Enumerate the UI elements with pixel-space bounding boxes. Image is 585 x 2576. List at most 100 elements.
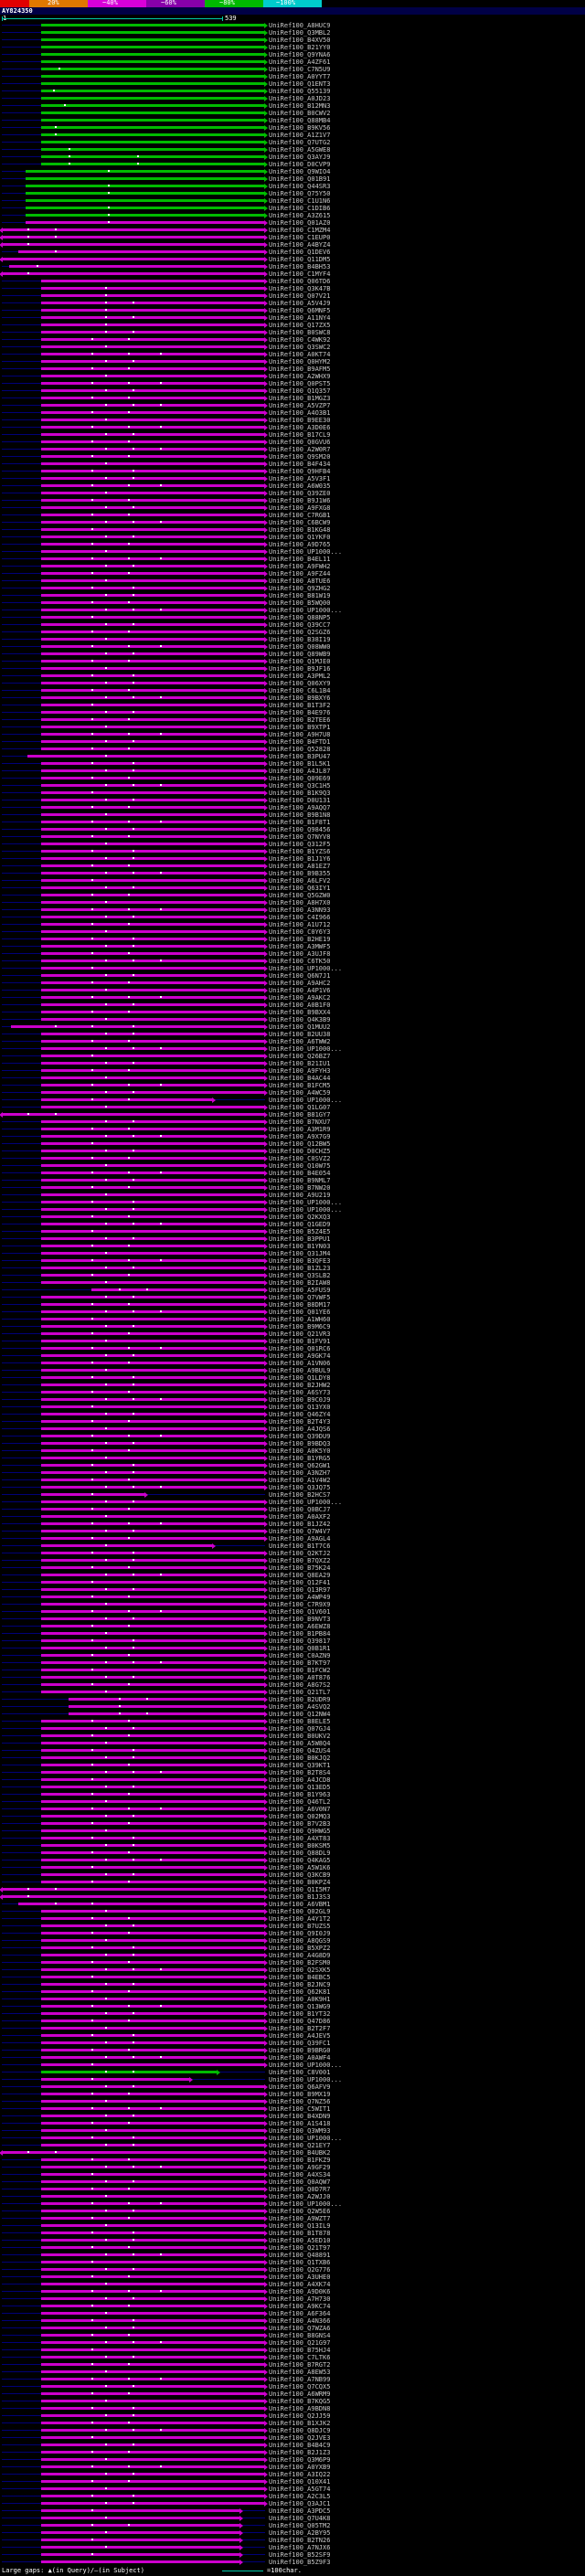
arrowhead-right-icon xyxy=(264,1367,268,1373)
gap-dot xyxy=(128,1274,130,1276)
arrowhead-right-icon xyxy=(264,380,268,387)
gap-dot xyxy=(128,484,130,486)
hit-row: UniRef100_UP1000... xyxy=(0,548,585,556)
hit-bar xyxy=(41,1376,264,1379)
gap-dot xyxy=(69,163,70,164)
hit-row: UniRef100_B1KG48 xyxy=(0,526,585,534)
hit-bar xyxy=(41,1990,264,1993)
arrowhead-right-icon xyxy=(264,2135,268,2141)
arrowhead-right-icon xyxy=(264,336,268,343)
gap-dot xyxy=(91,2363,93,2365)
gap-dot xyxy=(105,623,107,625)
gap-dot xyxy=(91,455,93,457)
hit-label: UniRef100_B7QXZ2 xyxy=(269,1557,331,1564)
gap-dot xyxy=(128,1654,130,1656)
arrowhead-right-icon xyxy=(264,1477,268,1483)
hit-label: UniRef100_B1PB84 xyxy=(269,1630,331,1638)
gap-dot xyxy=(55,126,57,128)
hit-label: UniRef100_C6BCW9 xyxy=(269,519,331,526)
gap-dot xyxy=(91,382,93,384)
hit-bar xyxy=(26,192,264,195)
hit-row: UniRef100_B12MN3 xyxy=(0,102,585,110)
gap-dot xyxy=(146,1698,148,1700)
hit-bar xyxy=(41,155,264,158)
hit-row: UniRef100_A8G7S2 xyxy=(0,1681,585,1689)
gap-dot xyxy=(105,755,107,757)
hit-bar xyxy=(41,1274,264,1277)
gap-dot xyxy=(133,652,134,654)
arrowhead-right-icon xyxy=(264,899,268,906)
hit-bar xyxy=(41,1793,264,1796)
hit-bar xyxy=(41,1340,264,1342)
arrowhead-right-icon xyxy=(264,746,268,752)
gap-dot xyxy=(128,1793,130,1795)
arrowhead-right-icon xyxy=(239,2522,243,2528)
hit-label: UniRef100_Q12NW4 xyxy=(269,1711,331,1718)
hit-bar xyxy=(41,2261,264,2263)
hit-bar xyxy=(41,1310,264,1313)
arrowhead-right-icon xyxy=(264,1228,268,1235)
hit-label: UniRef100_Q06TD6 xyxy=(269,278,331,285)
gap-dot xyxy=(160,1398,162,1400)
arrowhead-right-icon xyxy=(264,73,268,80)
hit-label: UniRef100_B2FSM0 xyxy=(269,1959,331,1966)
hit-bar xyxy=(41,2144,264,2147)
hit-label: UniRef100_B5Z9F3 xyxy=(269,2559,331,2566)
arrowhead-right-icon xyxy=(264,680,268,686)
gap-dot xyxy=(105,1150,107,1151)
arrowhead-right-icon xyxy=(264,2390,268,2397)
gap-dot xyxy=(160,1435,162,1436)
gap-dot xyxy=(128,2422,130,2423)
hit-bar xyxy=(41,2400,264,2402)
hit-label: UniRef100_B1JZ42 xyxy=(269,1521,331,1528)
gap-dot xyxy=(55,133,57,135)
hit-bar xyxy=(41,938,264,940)
hit-label: UniRef100_Q7NYV8 xyxy=(269,833,331,841)
hit-row: UniRef100_A4JEV5 xyxy=(0,2032,585,2040)
hit-label: UniRef100_B4B4C9 xyxy=(269,2442,331,2449)
arrowhead-right-icon xyxy=(264,1506,268,1512)
gap-dot xyxy=(128,1449,130,1451)
hit-row: UniRef100_A6EWZ8 xyxy=(0,1623,585,1630)
gap-dot xyxy=(133,1003,134,1005)
hit-row: UniRef100_Q3WM93 xyxy=(0,2127,585,2135)
hit-row: UniRef100_B9BXY6 xyxy=(0,694,585,702)
hit-row: UniRef100_B7V2B3 xyxy=(0,1820,585,1828)
arrowhead-right-icon xyxy=(264,1455,268,1461)
gap-dot xyxy=(105,1383,107,1385)
hit-label: UniRef100_A8QGS9 xyxy=(269,1937,331,1945)
hit-bar xyxy=(41,1449,264,1452)
hit-bar xyxy=(41,1910,264,1913)
arrowhead-right-icon xyxy=(264,22,268,28)
arrowhead-right-icon xyxy=(264,994,268,1001)
hit-label: UniRef100_Q88MB4 xyxy=(269,117,331,124)
gap-dot xyxy=(91,2005,93,2007)
hit-label: UniRef100_Q3AJC1 xyxy=(269,2500,331,2507)
gap-dot xyxy=(105,2312,107,2314)
hit-label: UniRef100_A9AKC2 xyxy=(269,994,331,1002)
gap-dot xyxy=(91,1610,93,1612)
hit-bar xyxy=(41,1435,264,1437)
gap-dot xyxy=(128,1040,130,1042)
hit-label: UniRef100_A9WZT7 xyxy=(269,2215,331,2222)
gap-dot xyxy=(133,1756,134,1758)
arrowhead-right-icon xyxy=(264,1287,268,1293)
arrowhead-right-icon xyxy=(144,1491,148,1498)
arrowhead-right-icon xyxy=(264,1594,268,1600)
hit-row: UniRef100_A7H730 xyxy=(0,2295,585,2303)
hit-label: UniRef100_B1XJK2 xyxy=(269,2420,331,2427)
gap-dot xyxy=(105,1676,107,1678)
arrowhead-right-icon xyxy=(264,1082,268,1088)
gap-dot xyxy=(128,777,130,779)
hit-bar xyxy=(41,1603,264,1606)
gap-dot xyxy=(91,864,93,866)
hit-label: UniRef100_A9FZ44 xyxy=(269,570,331,578)
hit-row: UniRef100_B9BRG0 xyxy=(0,2047,585,2054)
hit-bar xyxy=(41,616,264,619)
hit-bar xyxy=(41,2407,264,2410)
hit-label: UniRef100_C1MYF4 xyxy=(269,270,331,278)
hit-label: UniRef100_Q13WG9 xyxy=(269,2003,331,2010)
hit-label: UniRef100_Q3SWC2 xyxy=(269,344,331,351)
hit-row: UniRef100_B52SF9 xyxy=(0,2551,585,2559)
hit-row: UniRef100_Q48891 xyxy=(0,2252,585,2259)
